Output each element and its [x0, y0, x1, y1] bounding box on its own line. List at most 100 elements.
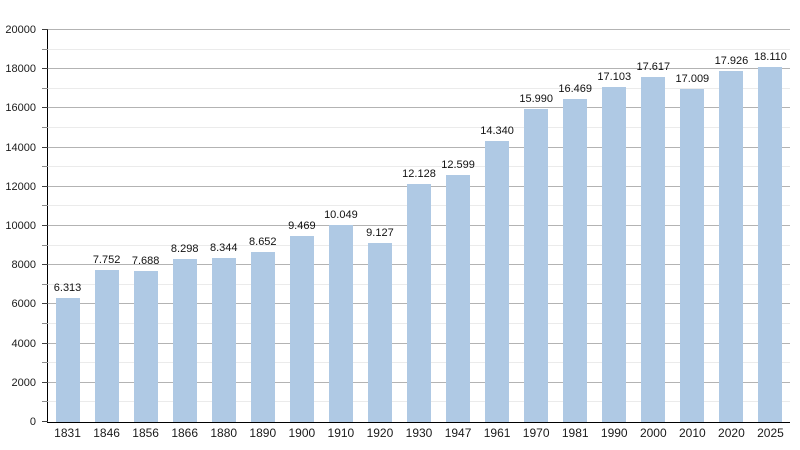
- bar: [328, 225, 353, 422]
- bar: [485, 140, 510, 422]
- gridline-minor: [48, 127, 790, 128]
- y-axis: 0 2000 4000 6000 8000 10000 12000 14000 16000 180…: [0, 24, 42, 428]
- bar-value-label: 14.340: [480, 124, 514, 137]
- y-tick-major: [42, 29, 48, 30]
- x-axis-tick-label: 1910: [327, 426, 355, 440]
- bar: [446, 175, 471, 422]
- gridline-major: [48, 107, 790, 109]
- y-tick-minor: [42, 323, 48, 324]
- y-tick-major: [42, 68, 48, 70]
- y-tick-minor: [42, 283, 48, 285]
- x-axis-tick-label: 1930: [405, 426, 433, 440]
- bar: [172, 259, 197, 422]
- y-axis-tick-label: 10000: [5, 220, 36, 232]
- bar-value-label: 17.926: [714, 54, 749, 67]
- bar-value-label: 17.617: [636, 60, 671, 73]
- x-axis-tick-label: 1890: [249, 426, 277, 440]
- y-tick-major: [42, 225, 48, 226]
- x-axis-tick-label: 1866: [171, 426, 199, 440]
- bar: [758, 67, 783, 422]
- x-axis-tick-label: 1990: [600, 426, 628, 440]
- y-axis-tick-label: 20000: [5, 24, 36, 36]
- x-axis-tick-label: 1970: [522, 426, 550, 440]
- gridline-major: [48, 68, 790, 70]
- bar-value-label: 17.103: [597, 70, 632, 83]
- y-tick-major: [42, 264, 48, 266]
- bar: [289, 236, 314, 422]
- y-axis-line: [47, 30, 48, 423]
- bar-value-label: 15.990: [519, 92, 553, 105]
- bar-value-label: 12.599: [441, 159, 475, 172]
- bar: [367, 243, 392, 422]
- bar-value-label: 8.652: [249, 236, 277, 249]
- y-axis-tick-label: 14000: [5, 141, 36, 154]
- y-tick-minor: [42, 362, 48, 364]
- bar: [641, 76, 666, 422]
- bar: [680, 88, 705, 422]
- gridline-major: [48, 146, 790, 148]
- y-axis-tick-label: 0: [29, 416, 36, 428]
- y-tick-minor: [42, 127, 48, 128]
- y-axis-tick-label: 18000: [5, 63, 36, 76]
- bar-value-label: 9.469: [288, 220, 316, 233]
- gridline-minor: [48, 166, 790, 168]
- gridline-minor: [48, 87, 790, 89]
- x-axis-line: [47, 422, 790, 423]
- bar-value-label: 18.110: [754, 51, 787, 64]
- bar-value-label: 9.127: [366, 227, 394, 240]
- gridline-major: [48, 29, 790, 30]
- bar-value-label: 17.009: [675, 72, 710, 85]
- y-tick-major: [42, 303, 48, 305]
- bar-value-label: 8.344: [209, 242, 238, 255]
- bar: [133, 271, 158, 422]
- bar: [602, 86, 627, 422]
- bar-value-label: 12.128: [402, 168, 436, 181]
- x-axis-tick-label: 1880: [210, 426, 238, 440]
- bar: [55, 298, 80, 422]
- x-axis-tick-label: 1947: [444, 426, 472, 440]
- y-tick-minor: [42, 166, 48, 168]
- y-tick-minor: [42, 87, 48, 89]
- y-tick-minor: [42, 401, 48, 403]
- y-axis-tick-label: 4000: [11, 337, 36, 350]
- y-tick-major: [42, 421, 48, 422]
- bar: [563, 99, 588, 422]
- y-tick-major: [42, 146, 48, 148]
- x-axis-tick-label: 2025: [757, 426, 784, 440]
- x-axis-tick-label: 1981: [561, 426, 589, 440]
- x-axis-tick-label: 1920: [366, 426, 394, 440]
- bar: [211, 258, 236, 422]
- y-axis-tick-label: 2000: [11, 376, 36, 389]
- y-axis-tick-label: 8000: [11, 259, 36, 272]
- x-axis-tick-label: 1856: [132, 426, 159, 440]
- bar-value-label: 7.752: [92, 254, 121, 267]
- y-tick-minor: [42, 205, 48, 207]
- x-axis-tick-label: 1846: [93, 426, 120, 440]
- bar-value-label: 10.049: [324, 209, 358, 222]
- x-axis-tick-label: 1961: [483, 426, 511, 440]
- y-tick-major: [42, 185, 48, 187]
- gridline-minor: [48, 48, 790, 50]
- bar: [524, 108, 549, 422]
- bar-value-label: 16.469: [558, 83, 593, 96]
- y-axis-tick-label: 16000: [5, 102, 36, 115]
- y-axis-tick-label: 12000: [5, 180, 36, 193]
- x-axis-tick-label: 2000: [639, 426, 667, 440]
- x-axis-tick-label: 1900: [288, 426, 316, 440]
- bar: [94, 270, 119, 422]
- bar: [719, 70, 744, 422]
- x-axis-tick-label: 2020: [718, 426, 745, 440]
- bar-value-label: 6.313: [53, 282, 82, 295]
- y-tick-minor: [42, 244, 48, 246]
- x-axis: 1831 1846 1856 1866 1880 1890 1900 1910 1920 1930…: [48, 426, 790, 442]
- y-tick-major: [42, 381, 48, 383]
- bar-value-label: 7.688: [131, 255, 160, 268]
- plot-area: 1831 1846 1856 1866 1880 1890 1900 1910 1920 1930…: [42, 29, 790, 440]
- y-tick-minor: [42, 48, 48, 50]
- bar-value-label: 8.298: [170, 243, 199, 256]
- x-axis-tick-label: 1831: [54, 426, 81, 440]
- y-tick-major: [42, 107, 48, 109]
- y-axis-tick-label: 6000: [11, 298, 36, 311]
- y-tick-major: [42, 342, 48, 344]
